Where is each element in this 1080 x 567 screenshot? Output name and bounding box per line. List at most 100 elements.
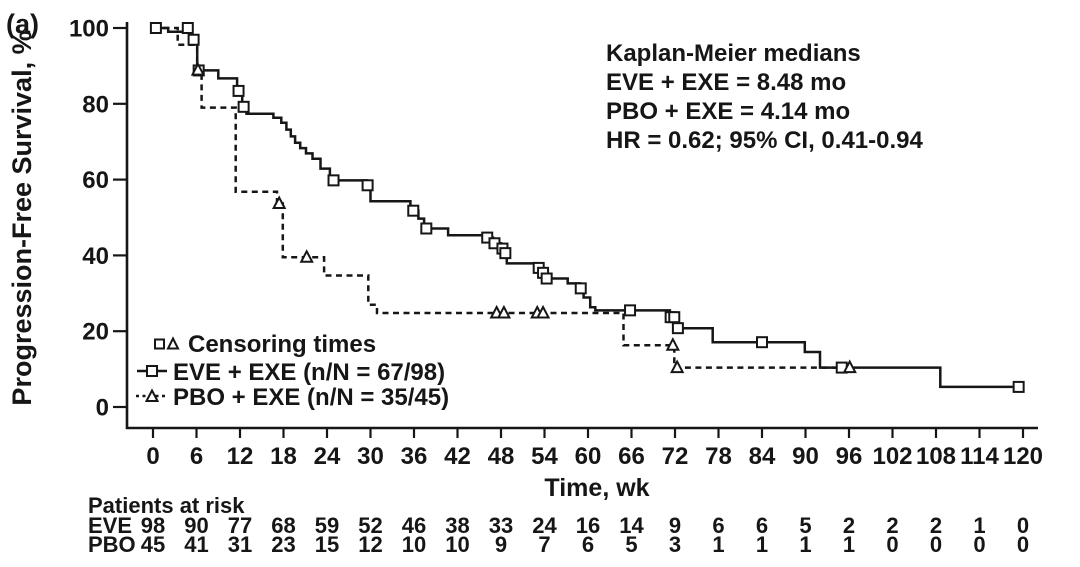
pbo-censor-triangle-icon [670,359,685,374]
censor-triangle-icon [166,336,180,350]
legend: Censoring times EVE + EXE (n/N = 67/98) … [136,331,449,411]
patients-at-risk-table: Patients at risk EVE PBO 98 90 77 68 59 52 46 3… [88,493,1029,557]
risk-value-eve: 24 [532,513,557,538]
x-tick-label: 96 [836,443,863,470]
eve-censor-square-icon [671,322,684,335]
survival-curves [153,26,1021,389]
eve-censor-square-icon [574,282,587,295]
x-tick-label: 120 [1003,443,1043,470]
annotation-eve-median: EVE + EXE = 8.48 mo [606,69,846,96]
legend-item-censoring: Censoring times [154,331,376,358]
x-axis-ticks: 0 6 12 18 24 30 36 42 48 54 60 66 72 78 84 90 96 102 108 11… [146,428,1043,470]
risk-value-pbo: 1 [712,532,724,557]
x-tick-label: 6 [190,443,203,470]
risk-value-eve: 6 [756,513,768,538]
x-tick-label: 108 [916,443,956,470]
risk-value-pbo: 0 [930,532,942,557]
risk-row-label-pbo: PBO [88,532,136,557]
risk-value-eve: 46 [402,513,426,538]
risk-value-pbo: 23 [271,532,295,557]
x-tick-label: 54 [531,443,558,470]
y-axis-title: Progression-Free Survival, % [7,30,37,405]
risk-table-title: Patients at risk [88,493,245,518]
x-tick-label: 24 [314,443,341,470]
risk-value-pbo: 5 [625,532,637,557]
legend-pbo-label: PBO + EXE (n/N = 35/45) [173,384,449,411]
x-tick-label: 0 [146,443,159,470]
risk-value-pbo: 45 [141,532,165,557]
x-tick-label: 84 [749,443,776,470]
risk-value-pbo: 6 [582,532,594,557]
risk-value-eve: 2 [930,513,942,538]
eve-censor-square-icon [1012,380,1025,393]
x-tick-label: 102 [872,443,912,470]
eve-censor-square-icon [327,174,340,187]
legend-censoring-label: Censoring times [188,331,376,358]
censor-square-icon [154,338,165,350]
risk-value-pbo: 7 [538,532,550,557]
x-tick-label: 114 [960,443,999,470]
risk-value-eve: 52 [358,513,382,538]
risk-value-pbo: 10 [402,532,426,557]
eve-censor-square-icon [361,179,374,192]
pbo-exe-curve [153,26,851,369]
risk-value-eve: 2 [886,513,898,538]
risk-value-pbo: 41 [184,532,208,557]
risk-value-eve: 98 [141,513,165,538]
censoring-marks [149,22,1025,393]
eve-censor-square-icon [499,247,512,260]
risk-value-eve: 68 [271,513,295,538]
pbo-censor-triangle-icon [271,195,287,209]
risk-value-eve: 9 [669,513,681,538]
risk-value-eve: 77 [228,513,252,538]
risk-value-eve: 2 [843,513,855,538]
y-tick-label: 100 [69,16,109,43]
risk-value-eve: 33 [489,513,513,538]
panel-label: (a) [6,9,39,39]
risk-value-pbo: 1 [843,532,855,557]
eve-censor-square-icon [668,311,681,324]
pbo-censor-triangle-icon [842,359,857,374]
annotation-title: Kaplan-Meier medians [606,40,861,67]
pbo-triangle-marker-icon [144,388,160,402]
pbo-censor-triangle-icon [535,304,551,319]
eve-censor-square-icon [624,304,637,317]
risk-value-pbo: 0 [1017,532,1029,557]
risk-value-pbo: 15 [315,532,339,557]
axis-frame [125,22,1038,430]
annotation-hazard-ratio: HR = 0.62; 95% CI, 0.41-0.94 [606,127,923,154]
risk-value-eve: 5 [799,513,811,538]
risk-value-pbo: 10 [445,532,469,557]
eve-censor-square-icon [181,22,194,34]
eve-square-marker-icon [146,365,158,377]
eve-censor-square-icon [540,272,553,285]
eve-censor-square-icon [232,84,245,97]
risk-row-eve-values: 98 90 77 68 59 52 46 38 33 24 16 14 9 6 6 5 2 2 2 1 0 [141,513,1029,538]
risk-value-eve: 59 [315,513,339,538]
risk-value-eve: 38 [445,513,469,538]
x-tick-label: 48 [488,443,515,470]
y-tick-label: 20 [82,319,109,346]
legend-eve-label: EVE + EXE (n/N = 67/98) [173,359,445,386]
eve-censor-square-icon [187,33,200,46]
risk-value-eve: 1 [973,513,985,538]
y-tick-label: 0 [96,395,109,422]
risk-value-pbo: 12 [358,532,382,557]
risk-value-pbo: 9 [495,532,507,557]
x-tick-label: 90 [792,443,819,470]
x-tick-label: 18 [270,443,297,470]
eve-censor-square-icon [420,222,433,235]
risk-value-pbo: 0 [886,532,898,557]
eve-exe-curve [153,26,1021,389]
pbo-censor-triangle-icon [496,304,512,319]
x-tick-label: 72 [662,443,689,470]
eve-censor-square-icon [407,204,420,217]
risk-value-pbo: 31 [228,532,252,557]
pbo-censor-triangle-icon [190,61,206,76]
risk-value-eve: 6 [712,513,724,538]
x-tick-label: 42 [444,443,471,470]
risk-row-label-eve: EVE [88,513,132,538]
x-tick-label: 36 [401,443,428,470]
annotation-pbo-median: PBO + EXE = 4.14 mo [606,98,850,125]
